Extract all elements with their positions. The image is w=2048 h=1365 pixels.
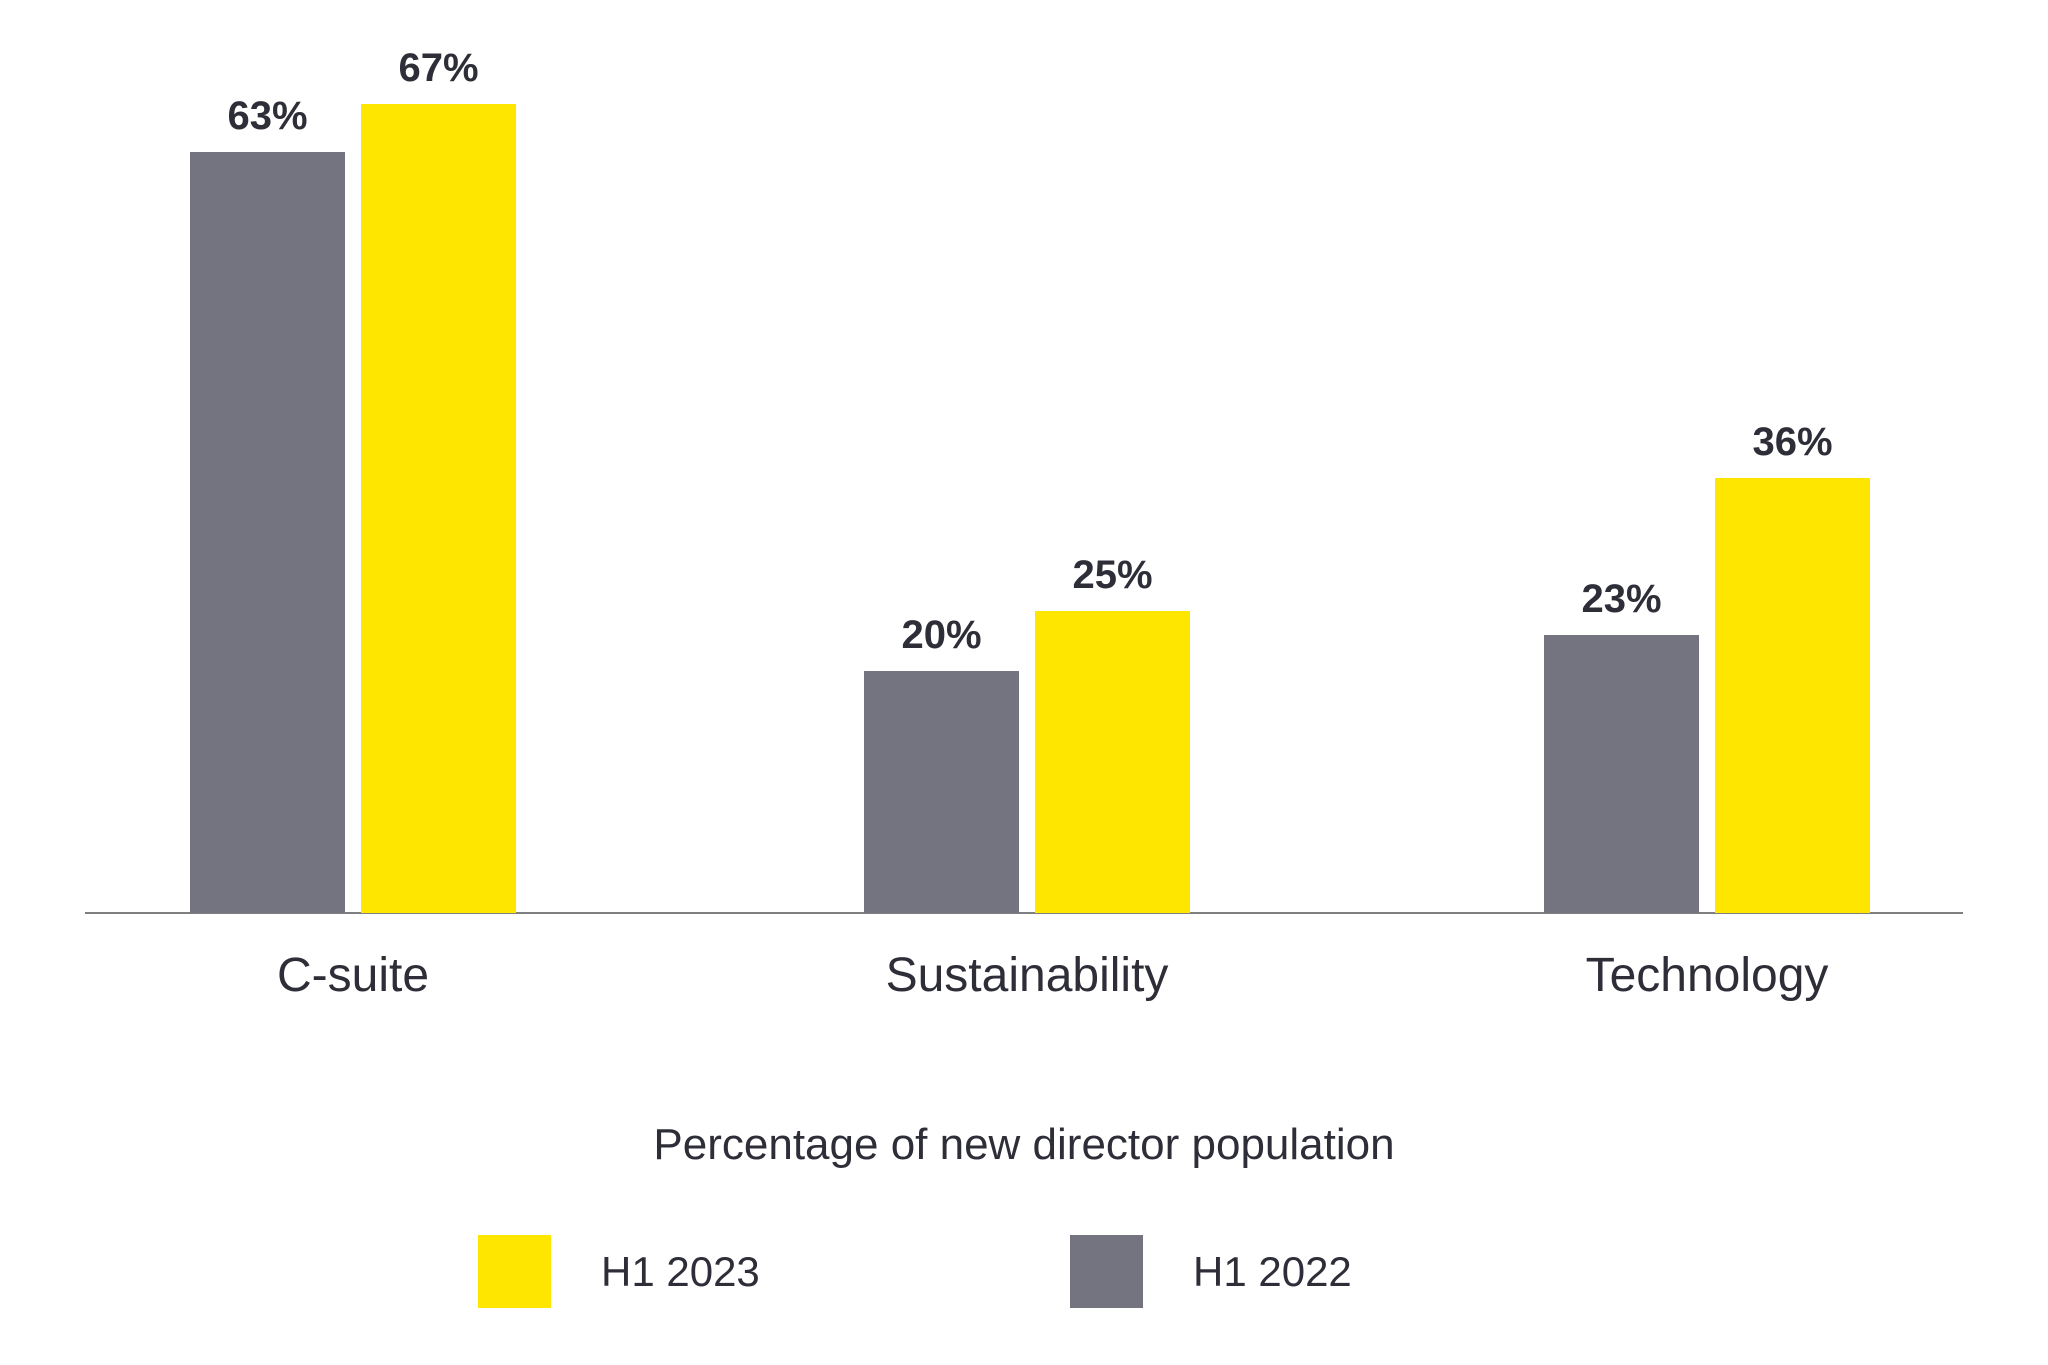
- category-label-c-suite: C-suite: [276, 949, 430, 1002]
- bar-column-h1-2023-sustainability: 25%: [1035, 555, 1190, 913]
- value-label-h1-2023-c-suite: 67%: [398, 46, 479, 90]
- legend-label-h1-2022: H1 2022: [1193, 1248, 1352, 1295]
- bar-column-h1-2022-sustainability: 20%: [864, 615, 1019, 913]
- bar-h1-2022-c-suite: [190, 152, 345, 913]
- value-label-h1-2023-technology: 36%: [1752, 420, 1833, 464]
- bar-h1-2023-technology: [1715, 478, 1870, 913]
- value-label-h1-2022-technology: 23%: [1581, 577, 1662, 621]
- legend-swatch-h1-2022: [1070, 1235, 1143, 1308]
- bar-group-c-suite: 63% 67%: [190, 48, 516, 913]
- bar-group-technology: 23% 36%: [1544, 422, 1870, 913]
- category-label-sustainability: Sustainability: [885, 949, 1169, 1002]
- bar-column-h1-2022-technology: 23%: [1544, 579, 1699, 913]
- bar-group-sustainability: 20% 25%: [864, 555, 1190, 913]
- legend-item-h1-2023: H1 2023: [478, 1235, 760, 1308]
- value-label-h1-2022-c-suite: 63%: [227, 94, 308, 138]
- chart-caption: Percentage of new director population: [653, 1120, 1395, 1169]
- bar-column-h1-2022-c-suite: 63%: [190, 96, 345, 913]
- value-label-h1-2023-sustainability: 25%: [1072, 553, 1153, 597]
- bar-column-h1-2023-technology: 36%: [1715, 422, 1870, 913]
- bar-h1-2023-c-suite: [361, 104, 516, 913]
- x-axis-line: [85, 912, 1963, 914]
- value-label-h1-2022-sustainability: 20%: [901, 613, 982, 657]
- bar-h1-2022-technology: [1544, 635, 1699, 913]
- category-label-technology: Technology: [1585, 949, 1829, 1002]
- bar-h1-2023-sustainability: [1035, 611, 1190, 913]
- legend-swatch-h1-2023: [478, 1235, 551, 1308]
- legend-item-h1-2022: H1 2022: [1070, 1235, 1352, 1308]
- legend-label-h1-2023: H1 2023: [601, 1248, 760, 1295]
- bar-column-h1-2023-c-suite: 67%: [361, 48, 516, 913]
- bar-h1-2022-sustainability: [864, 671, 1019, 913]
